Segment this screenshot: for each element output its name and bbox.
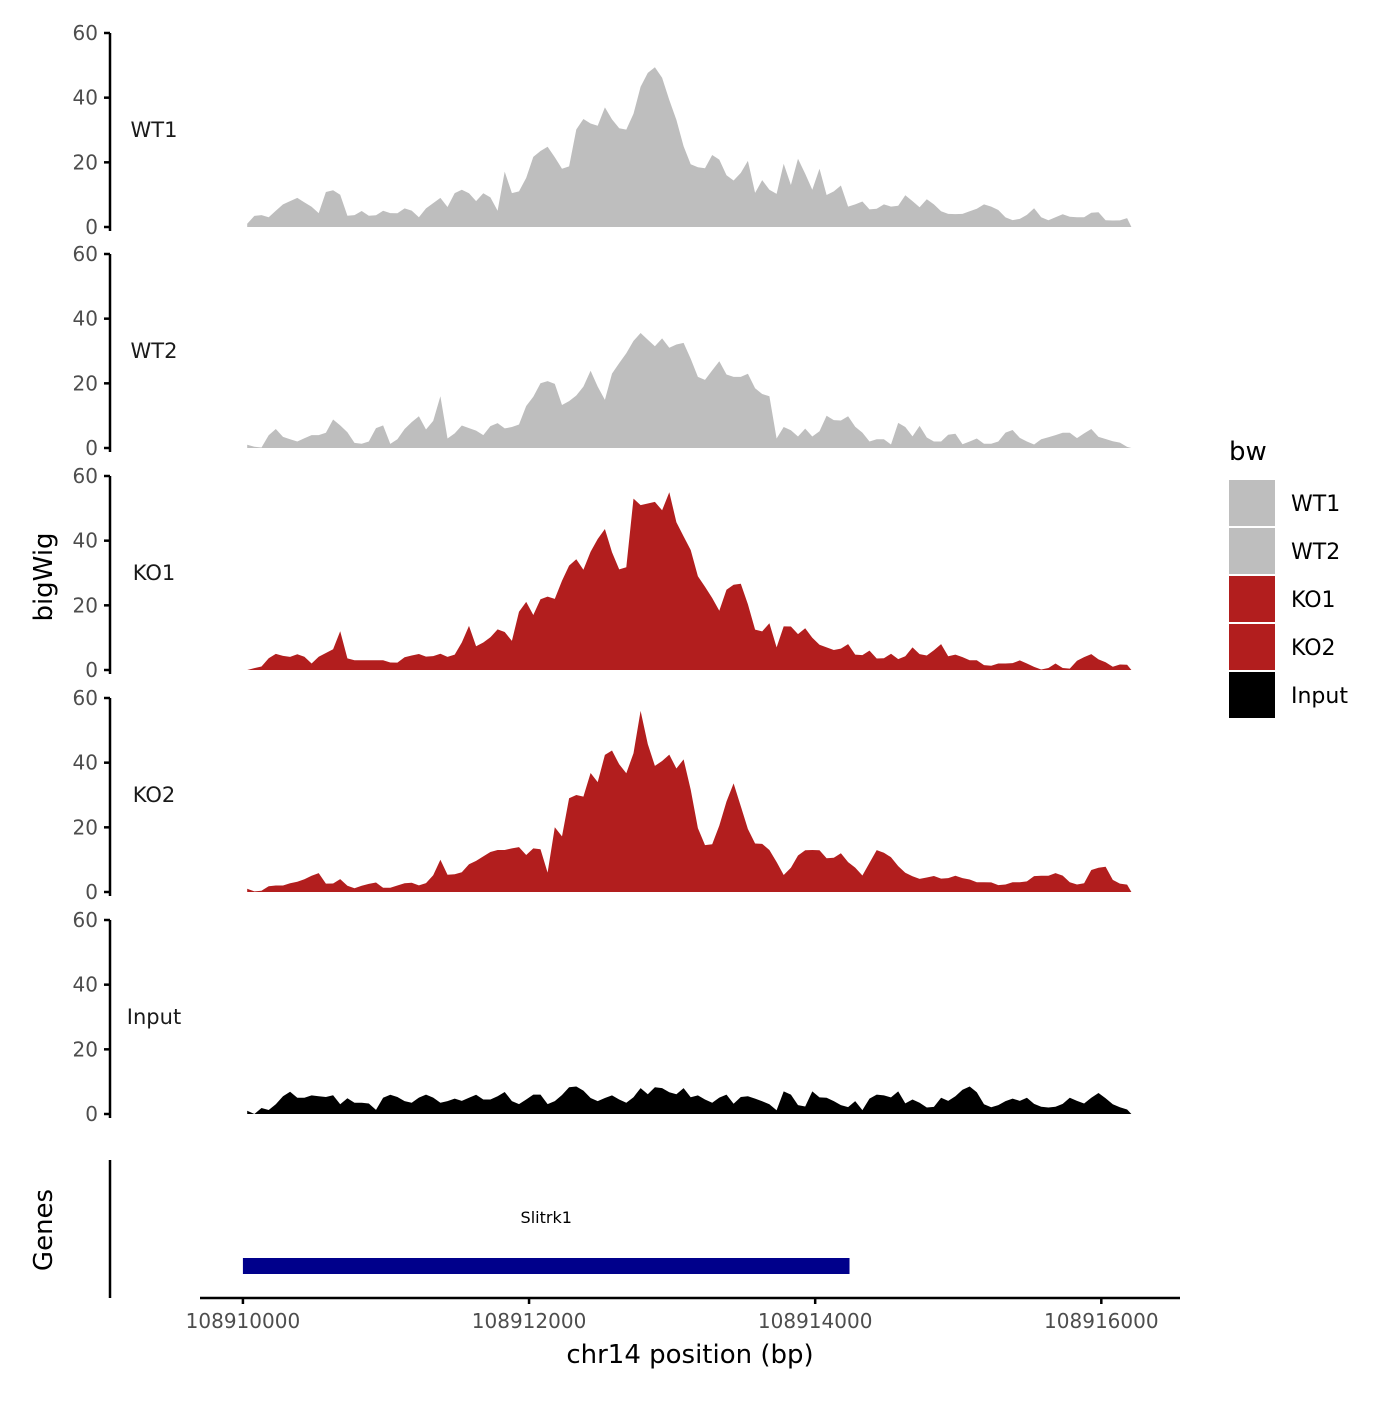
y-tick-label: 60 bbox=[73, 21, 98, 45]
track-input: 0 20 40 60 Input bbox=[73, 908, 1132, 1126]
track-label: KO1 bbox=[133, 561, 176, 585]
legend-label: KO1 bbox=[1291, 588, 1336, 613]
y-tick-label: 20 bbox=[73, 593, 98, 617]
legend-label: KO2 bbox=[1291, 636, 1336, 661]
x-tick-label: 108912000 bbox=[472, 1309, 587, 1333]
track-label: KO2 bbox=[133, 783, 176, 807]
y-tick-label: 0 bbox=[85, 1102, 98, 1126]
y-tick-label: 20 bbox=[73, 1037, 98, 1061]
signal-area-wt1 bbox=[247, 67, 1132, 227]
x-tick-label: 108916000 bbox=[1044, 1309, 1159, 1333]
legend-key bbox=[1229, 576, 1275, 622]
x-axis: 108910000 108912000 108914000 108916000 bbox=[186, 1296, 1180, 1333]
gene-label: Slitrk1 bbox=[521, 1208, 572, 1227]
x-axis-title: chr14 position (bp) bbox=[566, 1340, 813, 1370]
y-tick-label: 40 bbox=[73, 86, 98, 110]
signal-area-wt2 bbox=[247, 333, 1132, 448]
signal-area-ko1 bbox=[247, 492, 1132, 670]
y-tick-label: 60 bbox=[73, 464, 98, 488]
gene-track: Slitrk1 bbox=[108, 1160, 850, 1298]
track-wt2: 0 20 40 60 WT2 bbox=[73, 242, 1132, 460]
y-tick-label: 60 bbox=[73, 908, 98, 932]
y-axis-title: bigWig bbox=[29, 532, 59, 621]
track-label: Input bbox=[127, 1005, 181, 1029]
y-tick-label: 0 bbox=[85, 880, 98, 904]
y-tick-label: 40 bbox=[73, 751, 98, 775]
legend-label: WT2 bbox=[1291, 540, 1340, 565]
track-label: WT1 bbox=[131, 118, 178, 142]
y-tick-label: 60 bbox=[73, 242, 98, 266]
y-tick-label: 0 bbox=[85, 215, 98, 239]
y-tick-label: 20 bbox=[73, 150, 98, 174]
tracks-layer: 0 20 40 60 WT1 0 20 40 60 WT2 0 20 40 60 KO1 0 20 40 60 KO2… bbox=[73, 21, 1132, 1126]
gene-bar bbox=[242, 1258, 850, 1274]
y-tick-label: 40 bbox=[73, 529, 98, 553]
y-tick-label: 60 bbox=[73, 686, 98, 710]
legend-key bbox=[1229, 528, 1275, 574]
y-tick-label: 0 bbox=[85, 658, 98, 682]
x-tick-label: 108910000 bbox=[186, 1309, 301, 1333]
track-wt1: 0 20 40 60 WT1 bbox=[73, 21, 1132, 239]
y-tick-label: 40 bbox=[73, 973, 98, 997]
track-ko1: 0 20 40 60 KO1 bbox=[73, 464, 1132, 682]
legend-key bbox=[1229, 672, 1275, 718]
y-tick-label: 0 bbox=[85, 436, 98, 460]
legend-key bbox=[1229, 480, 1275, 526]
gene-track-title: Genes bbox=[29, 1189, 59, 1271]
legend-label: Input bbox=[1291, 684, 1348, 709]
legend-label: WT1 bbox=[1291, 492, 1340, 517]
y-tick-label: 20 bbox=[73, 815, 98, 839]
legend-title: bw bbox=[1229, 437, 1267, 467]
y-tick-label: 40 bbox=[73, 307, 98, 331]
track-label: WT2 bbox=[131, 339, 178, 363]
legend-key bbox=[1229, 624, 1275, 670]
signal-area-ko2 bbox=[247, 710, 1132, 892]
x-tick-label: 108914000 bbox=[758, 1309, 873, 1333]
signal-area-input bbox=[247, 1086, 1132, 1114]
legend: bw WT1 WT2 KO1 KO2 Input bbox=[1229, 437, 1348, 718]
y-tick-label: 20 bbox=[73, 371, 98, 395]
track-ko2: 0 20 40 60 KO2 bbox=[73, 686, 1132, 904]
